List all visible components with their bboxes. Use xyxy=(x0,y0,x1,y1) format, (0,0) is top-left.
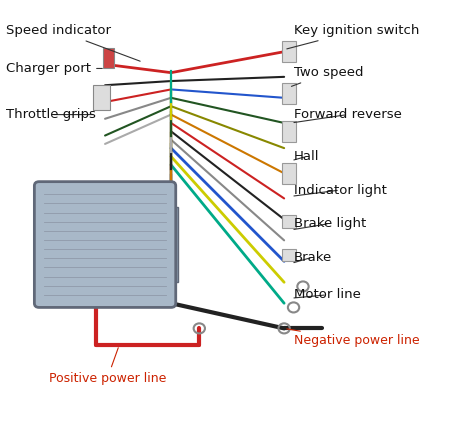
Bar xyxy=(169,207,178,282)
Text: Charger port: Charger port xyxy=(6,62,102,75)
Bar xyxy=(282,163,296,184)
Bar xyxy=(103,48,115,68)
Text: Two speed: Two speed xyxy=(292,66,363,87)
Bar xyxy=(282,215,296,228)
Text: Negative power line: Negative power line xyxy=(287,329,419,347)
Text: Forward reverse: Forward reverse xyxy=(293,108,401,122)
Text: Brake: Brake xyxy=(293,251,332,264)
Bar xyxy=(282,121,296,142)
Text: Speed indicator: Speed indicator xyxy=(6,24,140,61)
Text: Motor line: Motor line xyxy=(293,288,360,301)
Bar xyxy=(282,249,296,261)
Text: Throttle grips: Throttle grips xyxy=(6,108,96,121)
Text: Brake light: Brake light xyxy=(293,217,366,230)
Text: Hall: Hall xyxy=(293,150,319,163)
Bar xyxy=(282,41,296,62)
Bar xyxy=(93,85,110,111)
FancyBboxPatch shape xyxy=(35,181,176,307)
Bar xyxy=(282,83,296,104)
Text: Key ignition switch: Key ignition switch xyxy=(287,24,419,49)
Text: Positive power line: Positive power line xyxy=(48,348,166,385)
Text: Indicator light: Indicator light xyxy=(293,184,386,197)
